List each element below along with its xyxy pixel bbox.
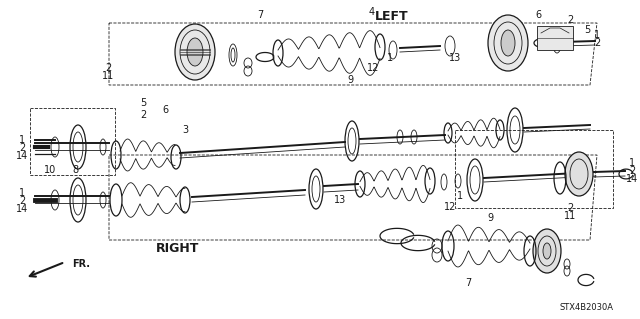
Text: 2: 2 (567, 15, 573, 25)
Text: 2: 2 (629, 166, 635, 176)
Text: 9: 9 (347, 75, 353, 85)
Text: 13: 13 (449, 53, 461, 63)
Text: LEFT: LEFT (375, 11, 409, 24)
Ellipse shape (187, 38, 203, 66)
Text: 2: 2 (567, 203, 573, 213)
Text: 2: 2 (140, 110, 146, 120)
Text: 7: 7 (257, 10, 263, 20)
Text: RIGHT: RIGHT (156, 241, 200, 255)
Text: STX4B2030A: STX4B2030A (560, 303, 614, 313)
Text: 1: 1 (594, 30, 600, 40)
Ellipse shape (501, 30, 515, 56)
Text: 1: 1 (19, 135, 25, 145)
Text: 11: 11 (564, 211, 576, 221)
Ellipse shape (175, 24, 215, 80)
Ellipse shape (533, 229, 561, 273)
Text: 7: 7 (465, 278, 471, 288)
Text: 4: 4 (369, 7, 375, 17)
Text: 6: 6 (535, 10, 541, 20)
Text: 9: 9 (487, 213, 493, 223)
Text: 12: 12 (444, 202, 456, 212)
Ellipse shape (565, 152, 593, 196)
Text: 14: 14 (16, 204, 28, 214)
Text: 13: 13 (334, 195, 346, 205)
Text: 1: 1 (387, 53, 393, 63)
Text: 14: 14 (626, 174, 638, 184)
Text: 6: 6 (162, 105, 168, 115)
Text: 14: 14 (16, 151, 28, 161)
Text: 2: 2 (105, 63, 111, 73)
Text: 1: 1 (457, 191, 463, 201)
Text: 10: 10 (44, 165, 56, 175)
Text: 2: 2 (594, 38, 600, 48)
Text: 5: 5 (584, 25, 590, 35)
Ellipse shape (488, 15, 528, 71)
Text: 8: 8 (72, 165, 78, 175)
Text: 3: 3 (182, 125, 188, 135)
Text: 1: 1 (19, 188, 25, 198)
Text: 1: 1 (629, 158, 635, 168)
Ellipse shape (543, 243, 551, 259)
Text: FR.: FR. (72, 259, 90, 269)
Text: 12: 12 (367, 63, 379, 73)
Text: 2: 2 (19, 196, 25, 206)
Polygon shape (537, 26, 573, 50)
Text: 2: 2 (19, 143, 25, 153)
Text: 11: 11 (102, 71, 114, 81)
Text: 5: 5 (140, 98, 146, 108)
